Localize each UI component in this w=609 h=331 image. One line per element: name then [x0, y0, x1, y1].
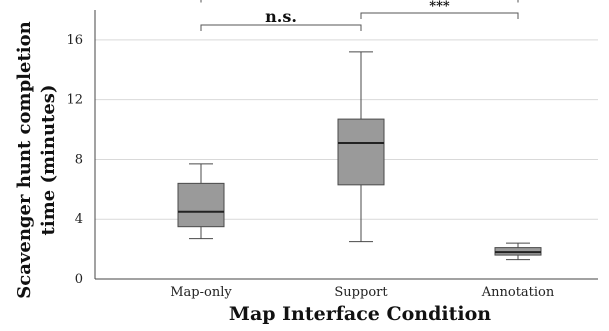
- y-tick-label: 4: [75, 212, 83, 227]
- significance-bracket: *: [200, 0, 519, 3]
- box-annotation: [494, 242, 542, 261]
- iqr-box: [337, 118, 385, 186]
- y-axis-title: Scavenger hunt completion time (minutes): [14, 21, 59, 298]
- bracket-line: [200, 0, 519, 3]
- x-axis-title: Map Interface Condition: [229, 303, 491, 325]
- significance-label: ***: [429, 0, 450, 14]
- y-tick-label: 12: [66, 93, 83, 108]
- iqr-box: [177, 182, 225, 228]
- x-tick-label: Map-only: [170, 285, 232, 300]
- box-support: [337, 51, 385, 243]
- significance-layer: * n.s. ***: [200, 0, 519, 31]
- x-tick-label: Support: [334, 285, 388, 300]
- bracket-line: [360, 12, 519, 19]
- box-layer: [177, 51, 542, 261]
- bracket-line: [200, 24, 362, 31]
- x-tick-label: Annotation: [481, 285, 555, 300]
- significance-label: n.s.: [265, 7, 297, 26]
- box-map-only: [177, 163, 225, 240]
- y-tick-label: 8: [75, 152, 83, 167]
- grid-layer: [95, 39, 598, 220]
- y-tick-label: 0: [75, 272, 83, 287]
- y-axis-title-line2: time (minutes): [38, 85, 59, 236]
- y-tick-label: 16: [66, 33, 83, 48]
- significance-bracket: ***: [360, 0, 519, 19]
- axis-layer: 0 4 8 12 16 Map-only Support Annotation: [66, 10, 598, 300]
- y-axis-title-line1: Scavenger hunt completion: [14, 21, 35, 298]
- significance-bracket: n.s.: [200, 7, 362, 31]
